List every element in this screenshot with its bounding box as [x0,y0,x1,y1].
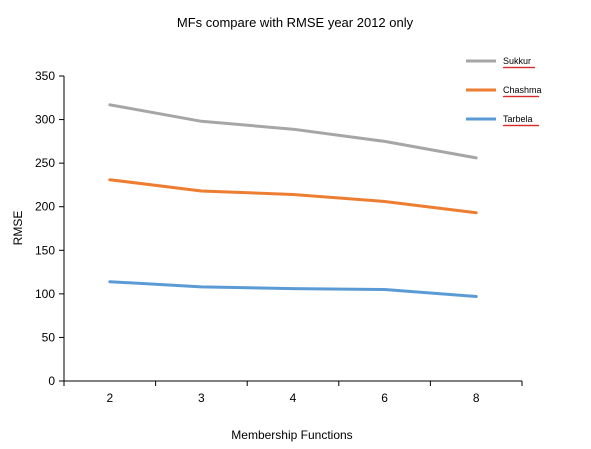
y-axis-title: RMSE [11,211,25,246]
x-axis-title: Membership Functions [231,428,352,442]
y-tick-label: 100 [35,287,55,301]
series-lines [108,103,478,298]
series-line-chashma [108,178,478,215]
x-tick-label: 3 [198,391,205,405]
legend: Sukkur Chashma Tarbela [466,56,542,127]
x-tick-label: 6 [381,391,388,405]
x-tick-label: 2 [106,391,113,405]
legend-label-sukkur: Sukkur [503,56,531,66]
y-tick-label: 150 [35,243,55,257]
series-line-tarbela [108,280,478,298]
y-tick-label: 50 [42,330,56,344]
axes: 0 50 100 150 200 250 300 350 2 3 4 6 8 [35,69,523,405]
spellcheck-underline [502,124,540,127]
y-tick-label: 250 [35,156,55,170]
series-line-sukkur [108,103,478,160]
legend-label-chashma: Chashma [503,85,542,95]
y-tick-label: 350 [35,69,55,83]
x-tick-label: 4 [290,391,297,405]
y-tick-label: 0 [48,374,55,388]
y-tick-label: 200 [35,200,55,214]
y-tick-label: 300 [35,113,55,127]
legend-label-tarbela: Tarbela [503,114,533,124]
spellcheck-underline [502,95,540,98]
spellcheck-underline [502,66,536,69]
x-tick-label: 8 [473,391,480,405]
chart-title: MFs compare with RMSE year 2012 only [177,15,414,30]
